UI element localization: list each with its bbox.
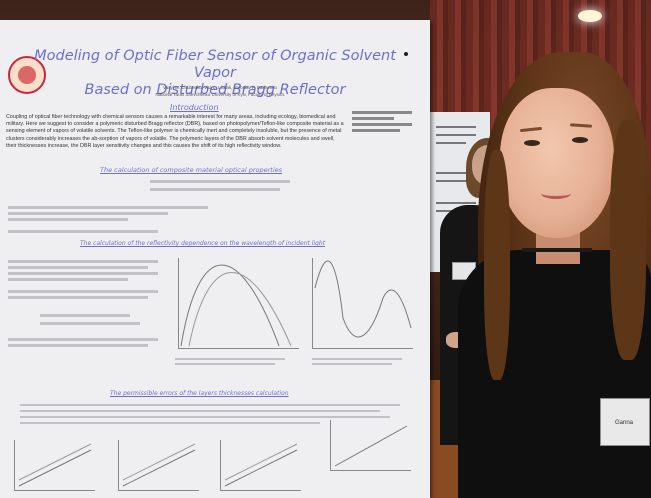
smile	[541, 188, 571, 199]
text-line	[8, 230, 158, 233]
caption-line	[312, 358, 402, 360]
reflectivity-graph-2	[312, 258, 413, 349]
poster-title-line2: Based on Disturbed Bragg Reflector	[84, 82, 346, 98]
woman-face	[500, 88, 614, 238]
text-line	[20, 410, 380, 412]
poster-authors: Vasyl M. Chubenko, Vita L. Lishak, Yaros…	[120, 84, 320, 98]
heading-calculation: The calculation of composite material op…	[100, 166, 283, 174]
heading-introduction: Introduction	[170, 103, 219, 112]
university-logo	[8, 56, 46, 94]
text-line	[8, 296, 148, 299]
scientific-poster: Modeling of Optic Fiber Sensor of Organi…	[0, 20, 430, 498]
text-line	[8, 272, 158, 275]
caption-line	[312, 363, 392, 365]
text-line	[8, 212, 168, 215]
reflectivity-graph-1	[178, 258, 299, 349]
caption-line	[175, 363, 275, 365]
poster-title-line1: Modeling of Optic Fiber Sensor of Organi…	[34, 48, 396, 81]
error-graph-1	[14, 440, 95, 491]
hair-strand-right	[610, 120, 646, 360]
hair-strand-left	[484, 150, 510, 380]
text-line	[20, 422, 320, 424]
heading-permissible-errors: The permissible errors of the layers thi…	[110, 390, 289, 397]
graph-curves	[314, 260, 412, 338]
badge-name: Ganna	[614, 420, 633, 426]
text-line	[20, 416, 390, 418]
text-line	[8, 290, 158, 293]
error-graph-3	[220, 440, 301, 491]
intro-paragraph: Coupling of optical fiber technology wit…	[6, 114, 344, 149]
graph-curves	[180, 264, 292, 347]
formula	[40, 314, 130, 317]
left-eye	[524, 140, 540, 146]
formula	[40, 322, 140, 325]
authors: Vasyl M. Chubenko, Vita L. Lishak, Yaros…	[163, 85, 277, 90]
text-line	[8, 338, 158, 341]
error-graph-2	[118, 440, 199, 491]
pushpin	[404, 52, 408, 56]
collar	[522, 248, 592, 282]
caption-line	[175, 358, 285, 360]
text-line	[8, 344, 148, 347]
error-graph-4	[330, 420, 411, 471]
affiliation: National Taras Shevchenko University of …	[155, 92, 285, 97]
formula	[150, 188, 280, 191]
heading-reflectivity: The calculation of the reflectivity depe…	[80, 240, 326, 247]
formula	[150, 180, 290, 183]
ceiling-light	[578, 10, 602, 22]
text-line	[8, 260, 158, 263]
text-line	[8, 218, 128, 221]
text-line	[8, 266, 148, 269]
right-eye	[572, 137, 588, 143]
legend-box	[352, 108, 412, 148]
name-badge	[600, 398, 650, 446]
text-line	[8, 206, 208, 209]
text-line	[20, 404, 400, 406]
poster-title: Modeling of Optic Fiber Sensor of Organi…	[30, 48, 400, 99]
text-line	[8, 278, 128, 281]
